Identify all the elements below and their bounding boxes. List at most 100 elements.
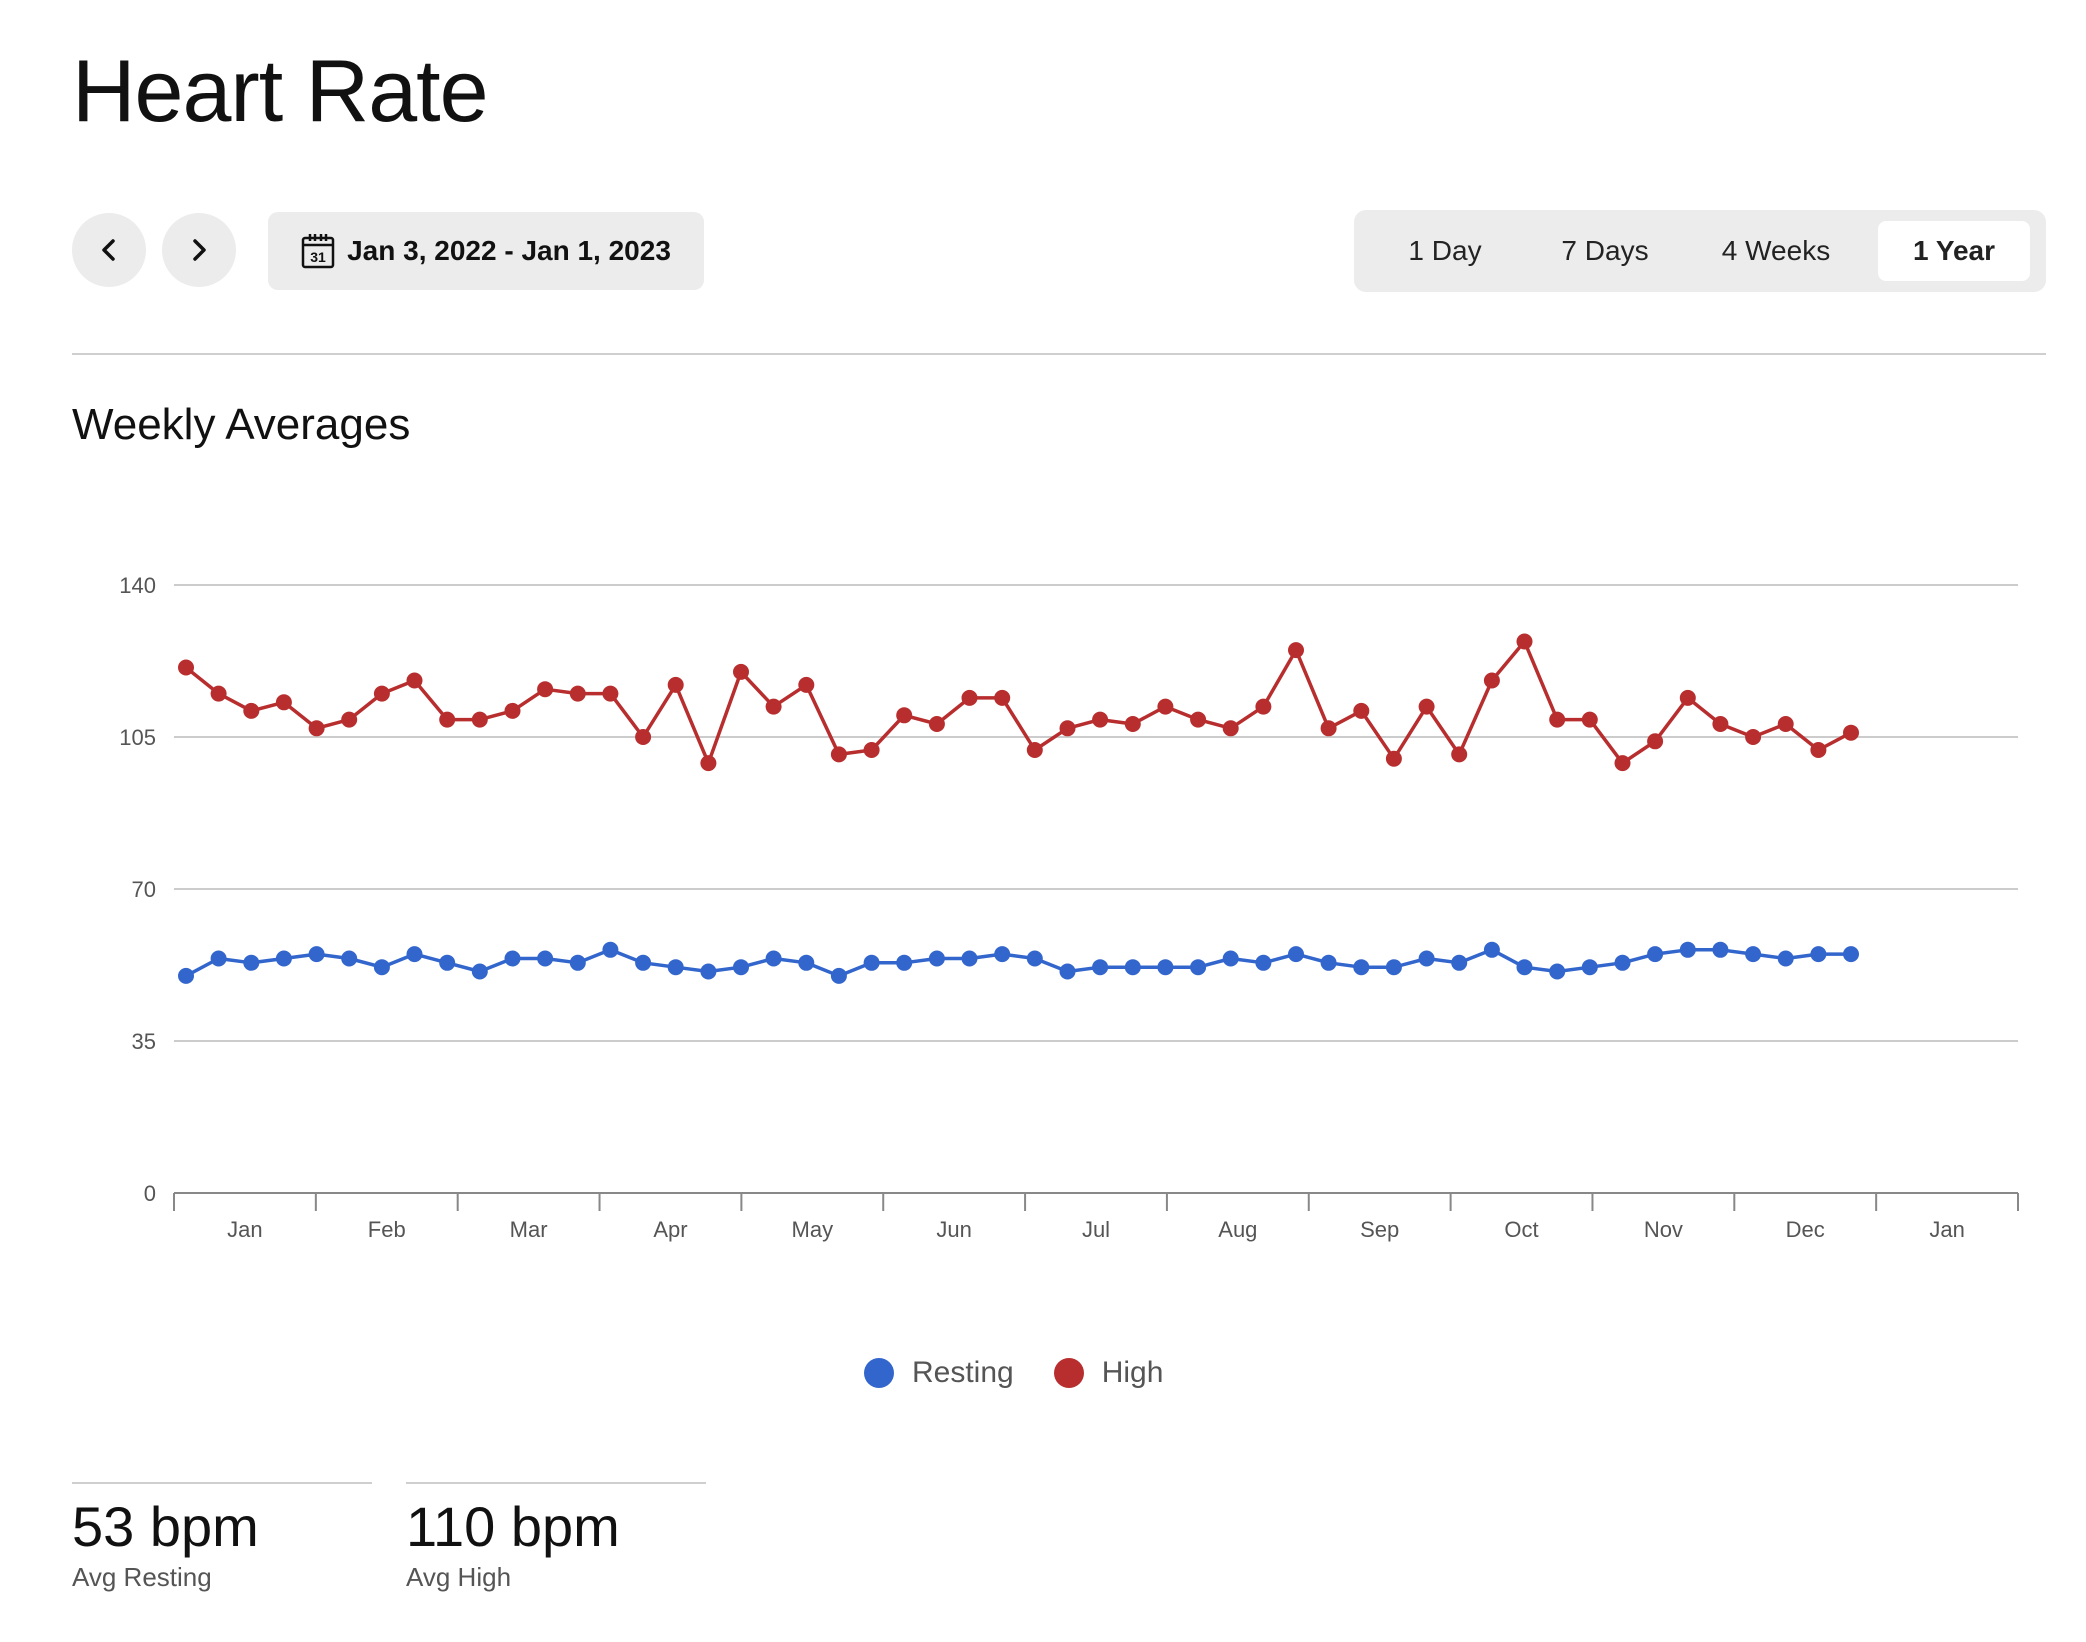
legend-label-high: High: [1101, 1356, 1164, 1389]
data-point-high: [1320, 720, 1337, 737]
data-point-high: [1059, 720, 1076, 737]
x-tick-label: Jul: [1082, 1217, 1110, 1242]
data-point-high: [830, 746, 847, 763]
stat-label: Avg Resting: [72, 1562, 212, 1592]
data-point-resting: [471, 963, 488, 980]
data-point-resting: [1288, 946, 1304, 963]
data-point-resting: [733, 959, 749, 976]
data-point-resting: [308, 946, 325, 963]
series-line-resting: [185, 948, 1851, 978]
data-point-high: [798, 676, 815, 693]
data-point-high: [765, 698, 782, 715]
data-point-resting: [798, 954, 815, 971]
data-point-high: [308, 720, 325, 737]
x-tick-label: Nov: [1644, 1217, 1683, 1242]
legend-item-resting[interactable]: Resting: [864, 1356, 1014, 1390]
data-point-high: [602, 685, 619, 702]
y-tick-label: 35: [132, 1029, 156, 1054]
data-point-resting: [1712, 941, 1729, 958]
data-point-high: [733, 663, 749, 680]
data-point-resting: [1777, 950, 1794, 967]
data-point-resting: [602, 941, 619, 958]
data-point-high: [1581, 711, 1598, 728]
y-tick-label: 0: [144, 1181, 156, 1206]
x-tick-label: Jan: [227, 1217, 262, 1242]
data-point-high: [1647, 733, 1664, 750]
data-point-high: [1092, 711, 1109, 728]
legend-label-resting: Resting: [912, 1356, 1014, 1389]
data-point-high: [504, 702, 521, 719]
data-point-high: [961, 689, 978, 706]
series-line-high: [184, 639, 1852, 765]
data-point-high: [1190, 711, 1207, 728]
data-point-high: [1451, 746, 1468, 763]
y-tick-label: 140: [119, 573, 156, 598]
x-tick-label: Feb: [368, 1217, 406, 1242]
data-point-resting: [406, 946, 423, 963]
data-point-high: [1843, 724, 1859, 741]
next-range-button[interactable]: [162, 213, 236, 287]
data-point-high: [1288, 642, 1304, 659]
tab-7-days[interactable]: 7 Days: [1561, 235, 1649, 266]
section-title: Weekly Averages: [72, 400, 411, 449]
data-point-resting: [1483, 941, 1500, 958]
data-point-resting: [1157, 959, 1174, 976]
data-point-resting: [961, 950, 978, 967]
data-point-high: [1255, 698, 1272, 715]
data-point-resting: [1581, 959, 1598, 976]
data-point-resting: [1320, 954, 1337, 971]
data-point-high: [1222, 720, 1239, 737]
chart-legend: Resting High: [864, 1356, 1163, 1390]
data-point-high: [210, 685, 227, 702]
data-point-high: [1124, 716, 1141, 732]
date-range-label: Jan 3, 2022 - Jan 1, 2023: [347, 235, 671, 266]
data-point-resting: [667, 959, 684, 976]
y-tick-label: 70: [132, 877, 156, 902]
page-title: Heart Rate: [72, 41, 489, 140]
data-point-high: [373, 685, 390, 702]
data-point-resting: [1810, 946, 1827, 963]
data-point-resting: [1679, 941, 1696, 958]
tab-1-year[interactable]: 1 Year: [1878, 221, 2030, 281]
data-point-resting: [765, 950, 782, 967]
data-point-resting: [896, 954, 913, 971]
data-point-resting: [210, 950, 227, 967]
data-point-high: [928, 716, 945, 732]
tab-1-day[interactable]: 1 Day: [1408, 235, 1482, 266]
data-point-resting: [1843, 946, 1859, 963]
data-point-high: [1385, 750, 1402, 767]
data-point-high: [863, 742, 880, 758]
data-point-high: [1483, 672, 1500, 689]
data-point-high: [243, 702, 260, 719]
data-point-resting: [1614, 954, 1631, 971]
x-tick-label: Jun: [936, 1217, 971, 1242]
stat-value: 110 bpm: [406, 1495, 620, 1558]
data-point-high: [700, 755, 717, 772]
data-point-resting: [863, 954, 880, 971]
data-point-resting: [275, 950, 292, 967]
data-point-resting: [1516, 959, 1533, 976]
data-point-resting: [994, 946, 1011, 963]
data-point-high: [1810, 742, 1827, 758]
data-point-high: [1353, 702, 1370, 719]
data-point-resting: [1353, 959, 1370, 976]
data-point-high: [341, 711, 358, 728]
stat-label: Avg High: [406, 1562, 512, 1592]
data-point-resting: [243, 954, 260, 971]
data-point-resting: [1255, 954, 1272, 971]
data-point-high: [569, 685, 586, 702]
legend-item-high[interactable]: High: [1053, 1356, 1164, 1390]
previous-range-button[interactable]: [72, 213, 146, 287]
data-point-high: [275, 694, 292, 711]
data-point-resting: [635, 954, 652, 971]
x-tick-label: Oct: [1504, 1217, 1538, 1242]
data-point-resting: [1385, 959, 1402, 976]
data-point-resting: [1092, 959, 1109, 976]
data-point-high: [406, 672, 423, 689]
date-range-picker[interactable]: 31 Jan 3, 2022 - Jan 1, 2023: [268, 212, 704, 290]
x-tick-label: Mar: [510, 1217, 548, 1242]
data-point-high: [1614, 755, 1631, 772]
tab-4-weeks[interactable]: 4 Weeks: [1721, 235, 1831, 266]
x-tick-label: May: [792, 1217, 834, 1242]
data-point-resting: [439, 954, 456, 971]
